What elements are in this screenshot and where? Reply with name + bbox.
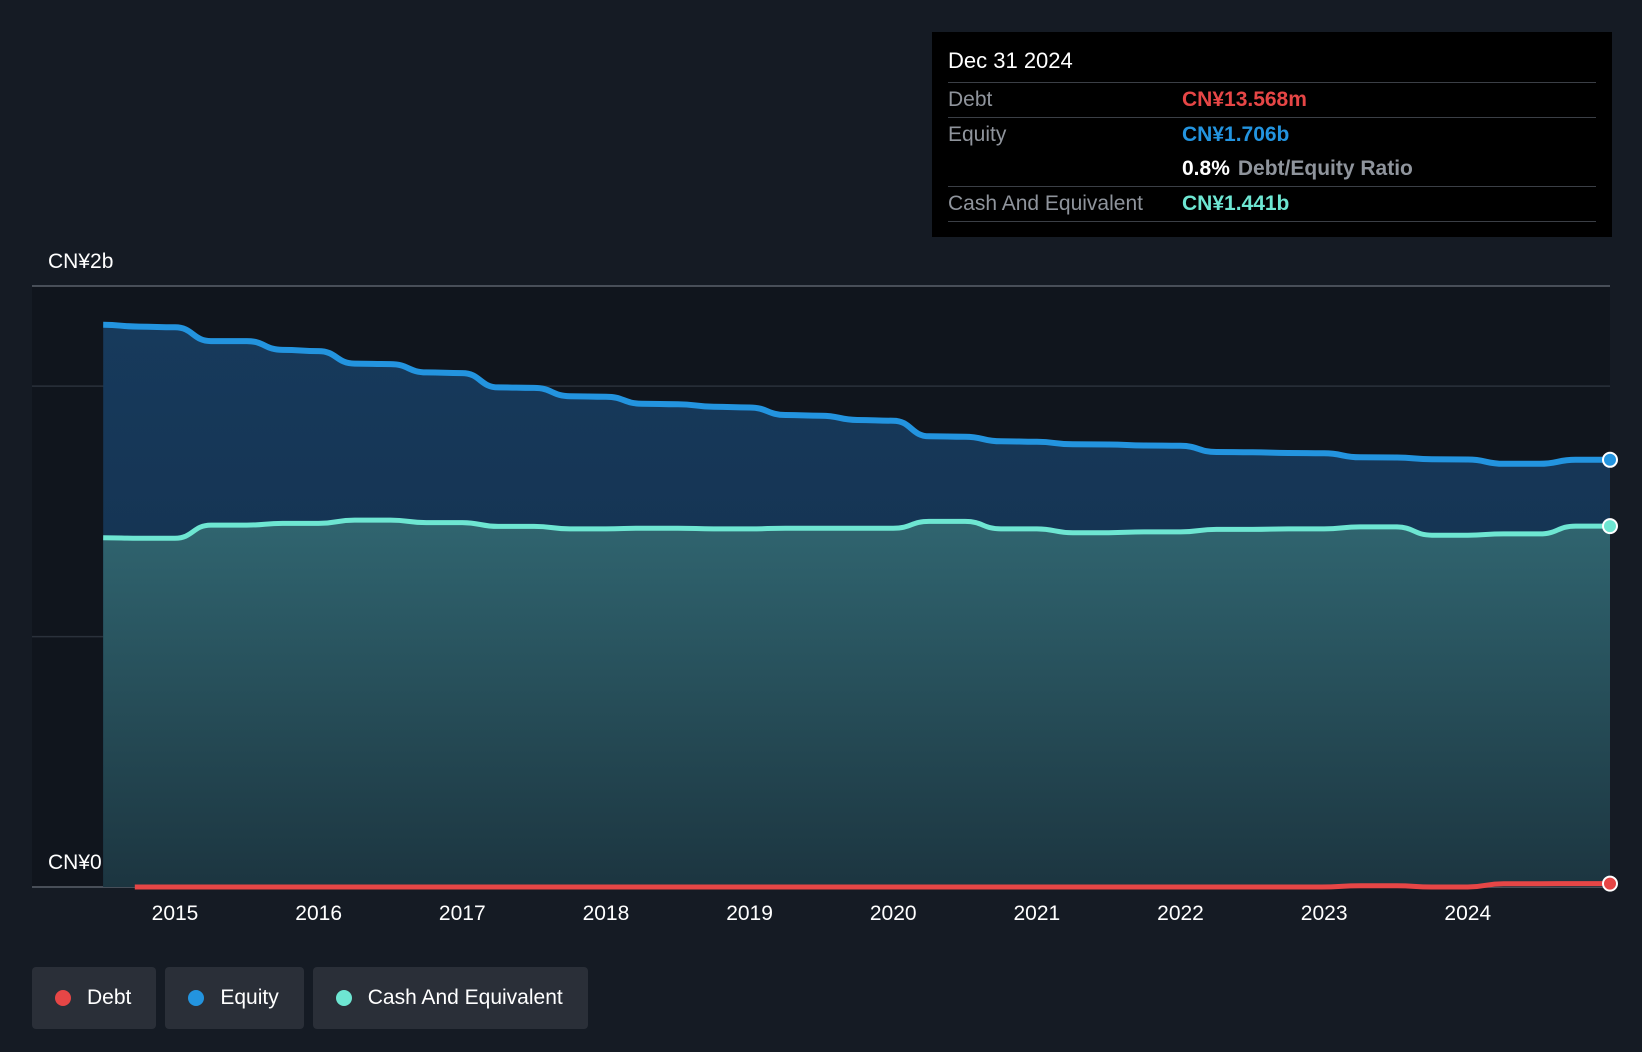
tooltip-cash-row: Cash And Equivalent CN¥1.441b xyxy=(948,186,1596,222)
legend-dot-cash xyxy=(335,990,352,1006)
tooltip-equity-row: Equity CN¥1.706b xyxy=(948,117,1596,152)
x-tick-label-2017: 2017 xyxy=(439,902,486,925)
tooltip-equity-value: CN¥1.706b xyxy=(1182,123,1290,146)
tooltip-debt-value: CN¥13.568m xyxy=(1182,88,1307,111)
tooltip-ratio-value: 0.8% xyxy=(1182,157,1230,180)
tooltip-ratio-label: Debt/Equity Ratio xyxy=(1237,157,1413,180)
cash-area xyxy=(103,520,1611,887)
cash-line xyxy=(103,517,1610,541)
tooltip-panel: Dec 31 2024 Debt CN¥13.568m Equity CN¥1.… xyxy=(932,32,1612,237)
tooltip-debt-label: Debt xyxy=(948,88,993,111)
legend-item-equity[interactable]: Equity xyxy=(165,967,304,1029)
x-tick-label-2023: 2023 xyxy=(1301,902,1348,925)
chart-legend: Debt Equity Cash And Equivalent xyxy=(32,967,588,1029)
x-tick-label-2020: 2020 xyxy=(870,902,917,925)
tooltip-date: Dec 31 2024 xyxy=(948,48,1073,73)
x-tick-label-2015: 2015 xyxy=(152,902,199,925)
x-tick-label-2022: 2022 xyxy=(1157,902,1204,925)
debt-line xyxy=(134,881,1611,890)
legend-label-equity: Equity xyxy=(220,986,279,1009)
x-tick-label-2016: 2016 xyxy=(295,902,342,925)
equity-end-point xyxy=(1602,451,1618,468)
equity-line xyxy=(103,321,1610,467)
tooltip-ratio-row: 0.8% Debt/Equity Ratio xyxy=(948,152,1596,186)
x-tick-label-2018: 2018 xyxy=(583,902,630,925)
legend-label-debt: Debt xyxy=(87,986,132,1009)
legend-label-cash: Cash And Equivalent xyxy=(367,986,563,1009)
tooltip-cash-value: CN¥1.441b xyxy=(1182,192,1290,215)
tooltip-debt-row: Debt CN¥13.568m xyxy=(948,82,1596,117)
x-tick-label-2021: 2021 xyxy=(1014,902,1061,925)
legend-dot-equity xyxy=(188,990,205,1006)
debt-end-point xyxy=(1602,875,1618,892)
cash-end-point xyxy=(1602,518,1618,535)
x-tick-label-2024: 2024 xyxy=(1444,902,1491,925)
tooltip-equity-label: Equity xyxy=(948,123,1007,146)
legend-item-cash[interactable]: Cash And Equivalent xyxy=(312,967,588,1029)
x-tick-label-2019: 2019 xyxy=(726,902,773,925)
y-axis-top-label: CN¥2b xyxy=(48,250,114,273)
tooltip-cash-label: Cash And Equivalent xyxy=(948,192,1143,215)
y-axis-bottom-label: CN¥0 xyxy=(48,851,102,874)
legend-item-debt[interactable]: Debt xyxy=(32,967,157,1029)
legend-dot-debt xyxy=(55,990,71,1006)
